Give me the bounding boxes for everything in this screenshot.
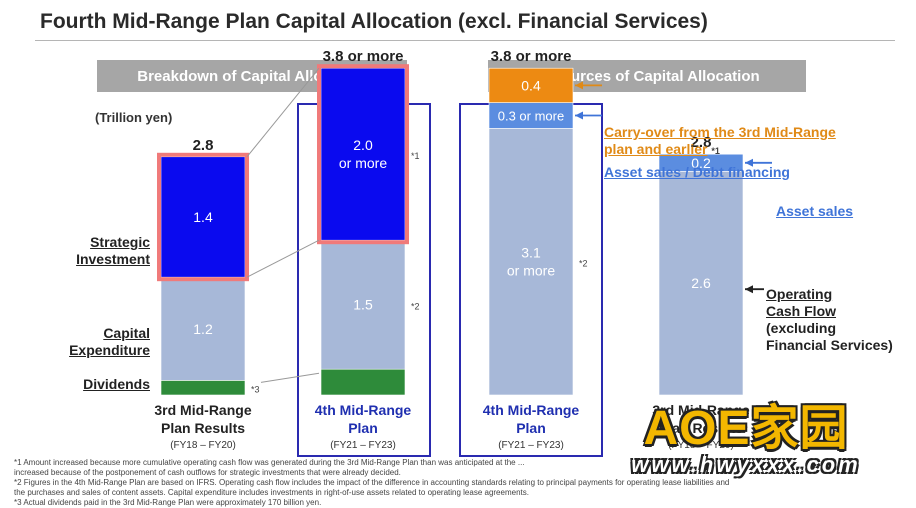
footnote-1: *1 Amount increased because more cumulat… bbox=[14, 458, 525, 467]
page-title: Fourth Mid-Range Plan Capital Allocation… bbox=[40, 10, 708, 33]
footnote-1-cont: increased because of the postponement of… bbox=[14, 468, 401, 477]
bar-0-label-strategic: 1.4 bbox=[193, 209, 213, 225]
bar-0-total: 2.8 bbox=[193, 137, 214, 154]
bar-0-segment-capex bbox=[160, 276, 246, 381]
bar-1-segment-capex bbox=[320, 239, 406, 370]
arrow-asset-debt-head bbox=[575, 111, 583, 120]
bar-2-segment-capex bbox=[488, 128, 574, 396]
bar-2-note-capex: *2 bbox=[579, 259, 588, 269]
x-label-0-line1: 3rd Mid-Range bbox=[154, 402, 251, 418]
x-label-0-period: (FY18 – FY20) bbox=[170, 440, 236, 451]
watermark-url: www.hwyxxx.com bbox=[631, 452, 861, 477]
footnote-3: *3 Actual dividends paid in the 3rd Mid-… bbox=[14, 498, 322, 507]
connector-dividends bbox=[260, 372, 320, 383]
footnotes: *1 Amount increased because more cumulat… bbox=[14, 458, 894, 508]
banner-resources: Resources of Capital Allocation bbox=[488, 60, 806, 92]
x-label-2-period: (FY21 – FY23) bbox=[498, 440, 564, 451]
label-ocf-line1: Operating bbox=[766, 286, 833, 302]
x-label-1-period: (FY21 – FY23) bbox=[330, 440, 396, 451]
bar-2-label-capex-0: 3.1 bbox=[521, 245, 541, 261]
title-divider bbox=[35, 40, 895, 41]
x-label-2-line1: 4th Mid-Range bbox=[483, 402, 580, 418]
bar-1-label-strategic-1: or more bbox=[339, 155, 387, 171]
bar-0-note-dividends: *3 bbox=[251, 385, 260, 395]
arrow-ocf-head bbox=[745, 285, 753, 294]
label-carryover-note: *1 bbox=[711, 146, 720, 156]
category-label-strategic-line1: Strategic bbox=[90, 234, 150, 250]
category-label-capex-line2: Expenditure bbox=[69, 342, 150, 358]
bar-3-total: 2.8 bbox=[691, 134, 712, 151]
bar-2-segment-asset_sales bbox=[488, 102, 574, 129]
highlight-strategic-1 bbox=[317, 64, 409, 245]
category-label-dividends: Dividends bbox=[83, 376, 150, 392]
label-asset-debt: Asset sales / Debt financing bbox=[604, 164, 790, 180]
footnote-2-cont: the purchases and sales of content asset… bbox=[14, 488, 529, 497]
bar-2-segment-carryover bbox=[488, 67, 574, 103]
connector-strategic-top bbox=[246, 67, 320, 158]
bar-2-label-capex-1: or more bbox=[507, 263, 555, 279]
x-label-3-line2: Plan Results bbox=[659, 420, 743, 436]
bar-0-label-capex: 1.2 bbox=[193, 321, 213, 337]
x-label-3-line1: 3rd Mid-Range bbox=[652, 402, 749, 418]
label-ocf-line4: Financial Services) bbox=[766, 337, 893, 353]
x-label-3-period: (FY18 – FY20) bbox=[668, 440, 734, 451]
unit-label: (Trillion yen) bbox=[95, 110, 173, 125]
bar-2-label-asset_sales: 0.3 or more bbox=[498, 109, 564, 124]
bar-1-label-strategic-0: 2.0 bbox=[353, 137, 373, 153]
connector-strategic-bottom bbox=[246, 239, 320, 278]
label-asset-sales: Asset sales bbox=[776, 203, 854, 219]
bar-1-segment-strategic bbox=[320, 67, 406, 241]
footnote-2: *2 Figures in the 4th Mid-Range Plan are… bbox=[14, 478, 730, 487]
arrow-carryover-head bbox=[575, 81, 583, 90]
bar-1-label-capex: 1.5 bbox=[353, 297, 373, 313]
watermark-logo-text: AOE家园 bbox=[643, 402, 849, 455]
x-label-1-line1: 4th Mid-Range bbox=[315, 402, 412, 418]
bar-1-segment-dividends bbox=[320, 368, 406, 396]
category-label-strategic-line2: Investment bbox=[76, 251, 150, 267]
bar-3-segment-capex bbox=[658, 171, 744, 396]
watermark: AOE家园 www.hwyxxx.com bbox=[606, 388, 886, 498]
label-operating-cash-flow: Operating Cash Flow (excluding Financial… bbox=[766, 286, 893, 354]
bar-2-total: 3.8 or more bbox=[491, 48, 572, 65]
x-label-1-line2: Plan bbox=[348, 420, 378, 436]
bar-1-total: 3.8 or more bbox=[323, 48, 404, 65]
label-carryover: Carry-over from the 3rd Mid-Range plan a… bbox=[604, 124, 884, 160]
highlight-strategic-0 bbox=[157, 152, 249, 282]
bar-2-label-carryover: 0.4 bbox=[521, 77, 541, 93]
bar-3-label-capex: 2.6 bbox=[691, 275, 711, 291]
bar-0-segment-dividends bbox=[160, 380, 246, 396]
bar-3-segment-asset_sales bbox=[658, 153, 744, 172]
label-ocf-line3: (excluding bbox=[766, 320, 837, 336]
label-carryover-line1: Carry-over from the 3rd Mid-Range bbox=[604, 124, 836, 140]
category-label-strategic: Strategic Investment bbox=[40, 234, 150, 268]
bar-0-segment-strategic bbox=[160, 156, 246, 278]
bar-1-note-strategic: *1 bbox=[411, 151, 420, 161]
arrow-asset-sales-head bbox=[745, 158, 753, 167]
label-ocf-line2: Cash Flow bbox=[766, 303, 837, 319]
bar-3-label-asset_sales: 0.2 bbox=[691, 155, 711, 171]
category-label-capex-line1: Capital bbox=[103, 325, 150, 341]
bar-1-note-capex: *2 bbox=[411, 302, 420, 312]
category-label-capex: Capital Expenditure bbox=[40, 325, 150, 359]
label-carryover-line2: plan and earlier bbox=[604, 141, 708, 157]
x-label-2-line2: Plan bbox=[516, 420, 546, 436]
x-label-0-line2: Plan Results bbox=[161, 420, 245, 436]
